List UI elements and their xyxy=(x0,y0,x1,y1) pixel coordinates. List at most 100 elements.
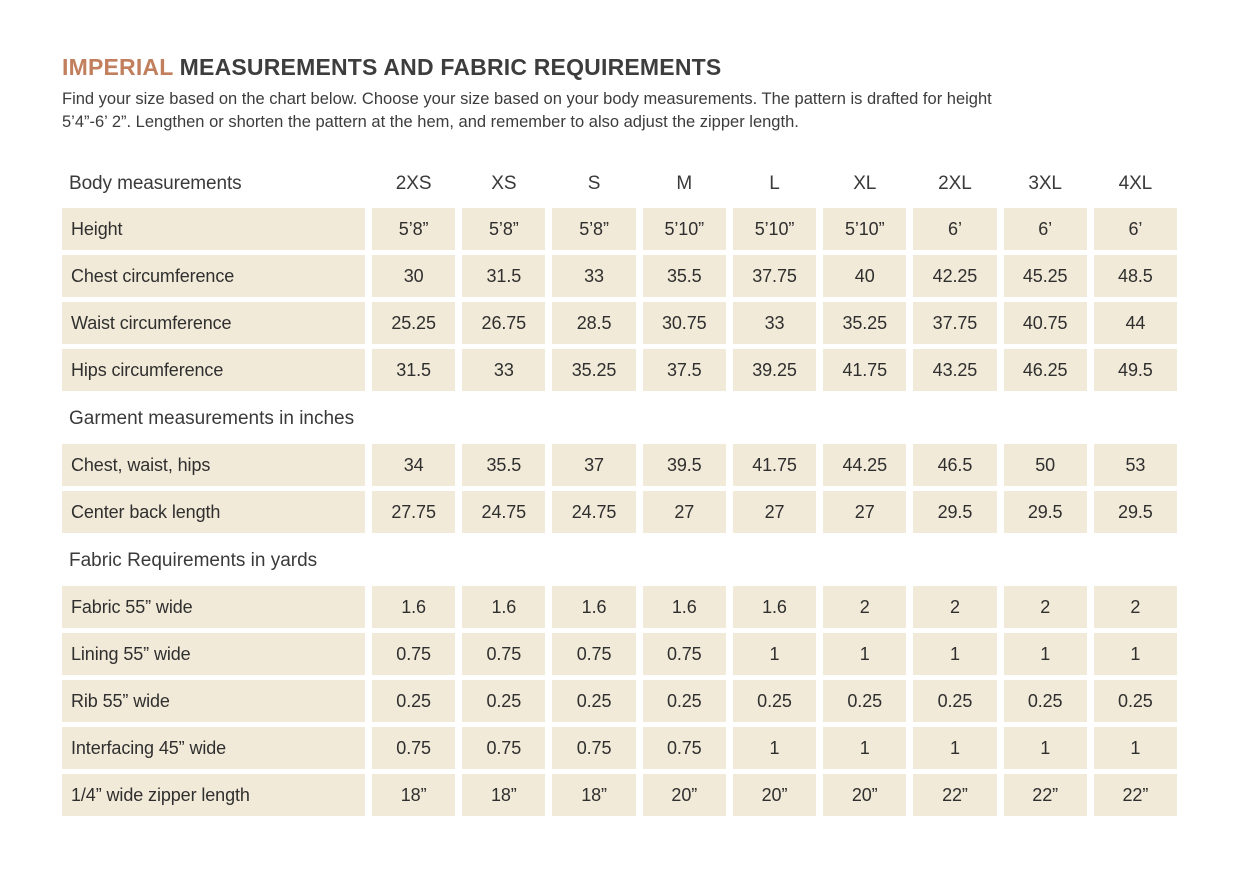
row-label: Height xyxy=(62,208,365,250)
column-header-size-xl: XL xyxy=(853,173,877,194)
value-cell: 5’10” xyxy=(732,208,817,250)
value-cell: 37.5 xyxy=(642,349,726,391)
value-cell: 29.5 xyxy=(913,491,997,533)
row-label: Center back length xyxy=(62,491,365,533)
value-cell: 22” xyxy=(913,774,997,816)
section-heading: Fabric Requirements in yards xyxy=(69,550,318,571)
value-cell: 18” xyxy=(372,774,456,816)
value-cell: 1.6 xyxy=(642,586,726,628)
value-cell: 5’10” xyxy=(642,208,726,250)
value-cell: 0.75 xyxy=(552,633,636,675)
value-cell: 1 xyxy=(823,727,907,769)
value-cell: 2 xyxy=(1003,586,1087,628)
value-cell: 18” xyxy=(462,774,546,816)
value-cell: 2 xyxy=(913,586,997,628)
value-cell: 6’ xyxy=(1093,208,1177,250)
value-cell: 26.75 xyxy=(462,302,546,344)
value-cell: 5’10” xyxy=(823,208,907,250)
value-cell: 5’8” xyxy=(372,208,456,250)
value-cell: 24.75 xyxy=(552,491,636,533)
value-cell: 0.25 xyxy=(913,680,997,722)
value-cell: 1 xyxy=(823,633,907,675)
value-cell: 20” xyxy=(732,774,817,816)
value-cell: 22” xyxy=(1003,774,1087,816)
value-cell: 0.75 xyxy=(462,633,546,675)
column-header-size-l: L xyxy=(769,173,780,194)
value-cell: 27 xyxy=(823,491,907,533)
value-cell: 5’8” xyxy=(462,208,546,250)
value-cell: 31.5 xyxy=(372,349,456,391)
row-label: Lining 55” wide xyxy=(62,633,365,675)
value-cell: 41.75 xyxy=(823,349,907,391)
column-header-size-2xl: 2XL xyxy=(938,173,972,194)
table-row: Waist circumference 25.25 26.75 28.5 30.75 33… xyxy=(62,302,1177,344)
row-label: 1/4” wide zipper length xyxy=(62,774,365,816)
table-row: Center back length 27.75 24.75 24.75 27 27 27 2… xyxy=(62,491,1177,533)
value-cell: 46.25 xyxy=(1003,349,1087,391)
value-cell: 42.25 xyxy=(913,255,997,297)
value-cell: 45.25 xyxy=(1003,255,1087,297)
value-cell: 1.6 xyxy=(372,586,456,628)
value-cell: 1 xyxy=(732,727,817,769)
value-cell: 24.75 xyxy=(462,491,546,533)
value-cell: 0.25 xyxy=(462,680,546,722)
value-cell: 35.5 xyxy=(462,444,546,486)
value-cell: 27 xyxy=(642,491,726,533)
row-label: Fabric 55” wide xyxy=(62,586,365,628)
value-cell: 1 xyxy=(1003,633,1087,675)
value-cell: 40 xyxy=(823,255,907,297)
page-title: IMPERIAL MEASUREMENTS AND FABRIC REQUIRE… xyxy=(62,54,1177,81)
value-cell: 0.25 xyxy=(823,680,907,722)
value-cell: 30 xyxy=(372,255,456,297)
intro-line-1: Find your size based on the chart below.… xyxy=(62,90,992,108)
row-label: Chest, waist, hips xyxy=(62,444,365,486)
row-label: Hips circumference xyxy=(62,349,365,391)
value-cell: 0.75 xyxy=(552,727,636,769)
value-cell: 33 xyxy=(552,255,636,297)
table-header-row: Body measurements 2XS XS S M L XL 2XL 3XL 4XL xyxy=(62,170,1177,198)
value-cell: 0.75 xyxy=(642,633,726,675)
row-label: Interfacing 45” wide xyxy=(62,727,365,769)
intro-line-2: 5’4”-6’ 2”. Lengthen or shorten the patt… xyxy=(62,113,799,131)
value-cell: 1 xyxy=(1093,633,1177,675)
value-cell: 35.25 xyxy=(823,302,907,344)
value-cell: 0.75 xyxy=(642,727,726,769)
value-cell: 30.75 xyxy=(642,302,726,344)
table-row: Fabric 55” wide 1.6 1.6 1.6 1.6 1.6 2 2 2 2 xyxy=(62,586,1177,628)
section-heading: Garment measurements in inches xyxy=(69,408,355,429)
value-cell: 20” xyxy=(823,774,907,816)
value-cell: 0.75 xyxy=(372,727,456,769)
value-cell: 0.25 xyxy=(372,680,456,722)
value-cell: 1.6 xyxy=(552,586,636,628)
value-cell: 2 xyxy=(1093,586,1177,628)
value-cell: 5’8” xyxy=(552,208,636,250)
value-cell: 41.75 xyxy=(732,444,817,486)
table-row: Interfacing 45” wide 0.75 0.75 0.75 0.75 1 1 1 1… xyxy=(62,727,1177,769)
intro-text: Find your size based on the chart below.… xyxy=(62,88,1177,134)
value-cell: 34 xyxy=(372,444,456,486)
table-row: Rib 55” wide 0.25 0.25 0.25 0.25 0.25 0.25 0.25… xyxy=(62,680,1177,722)
table-row: Height 5’8” 5’8” 5’8” 5’10” 5’10” 5’10” 6’ 6’ 6’ xyxy=(62,208,1177,250)
value-cell: 22” xyxy=(1093,774,1177,816)
column-header-size-xs: XS xyxy=(491,173,517,194)
value-cell: 46.5 xyxy=(913,444,997,486)
value-cell: 1 xyxy=(1003,727,1087,769)
value-cell: 40.75 xyxy=(1003,302,1087,344)
value-cell: 29.5 xyxy=(1093,491,1177,533)
value-cell: 37.75 xyxy=(913,302,997,344)
value-cell: 27 xyxy=(732,491,817,533)
column-header-size-s: S xyxy=(587,173,601,194)
table-row: 1/4” wide zipper length 18” 18” 18” 20” 20” 20… xyxy=(62,774,1177,816)
table-row: Hips circumference 31.5 33 35.25 37.5 39.25 41… xyxy=(62,349,1177,391)
row-label: Rib 55” wide xyxy=(62,680,365,722)
column-header-size-4xl: 4XL xyxy=(1118,173,1153,194)
value-cell: 39.5 xyxy=(642,444,726,486)
column-header-body-measurements: Body measurements xyxy=(69,173,242,194)
value-cell: 2 xyxy=(823,586,907,628)
value-cell: 1 xyxy=(913,727,997,769)
title-unit-system: IMPERIAL xyxy=(62,54,174,80)
value-cell: 1 xyxy=(913,633,997,675)
value-cell: 25.25 xyxy=(372,302,456,344)
value-cell: 39.25 xyxy=(732,349,817,391)
title-rest: MEASUREMENTS AND FABRIC REQUIREMENTS xyxy=(179,54,722,80)
